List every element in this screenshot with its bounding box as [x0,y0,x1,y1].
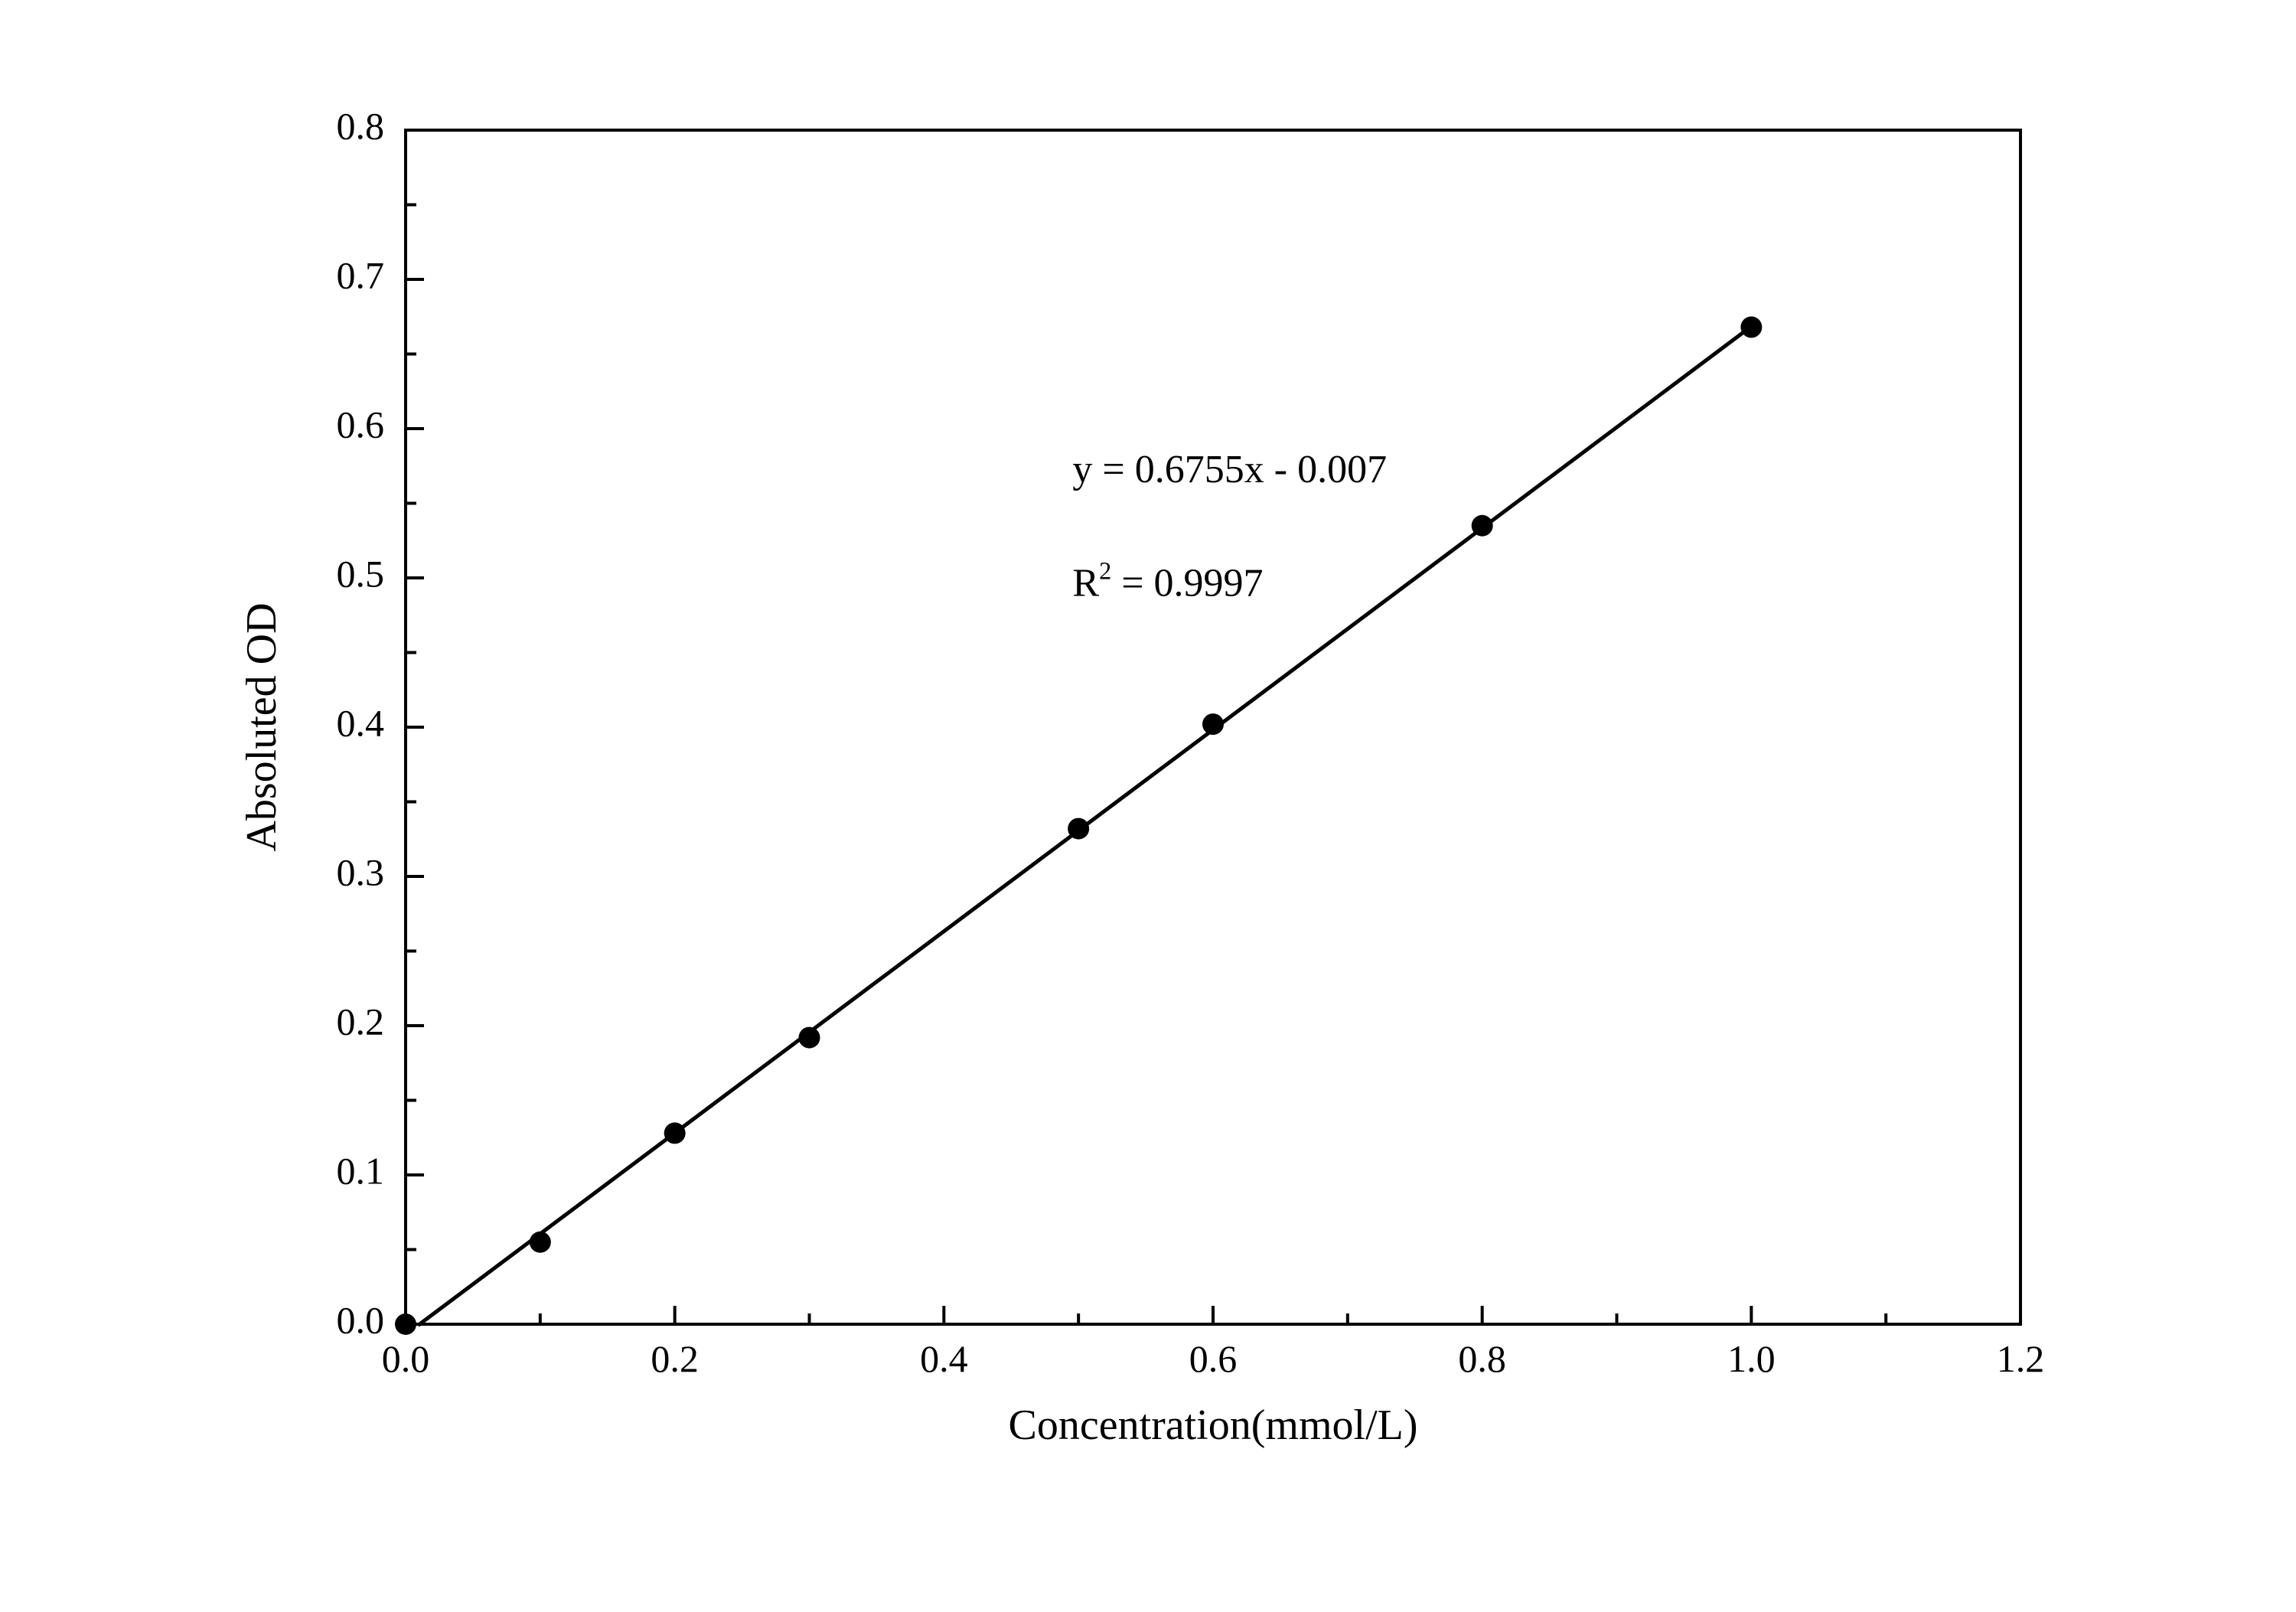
y-tick-label: 0.4 [337,701,385,744]
x-tick-label: 0.8 [1458,1337,1506,1380]
y-axis-label: Absoluted OD [238,602,285,851]
x-tick-label: 1.0 [1727,1337,1776,1380]
x-tick-label: 1.2 [1997,1337,2045,1380]
x-tick-label: 0.6 [1189,1337,1238,1380]
data-point [1068,818,1089,840]
y-tick-label: 0.2 [337,1000,385,1043]
y-tick-label: 0.6 [337,403,385,445]
chart-background [0,0,2296,1612]
x-tick-label: 0.4 [920,1337,968,1380]
x-tick-label: 0.2 [651,1337,699,1380]
calibration-chart: 0.0 0.2 0.4 0.6 0.8 1.0 1.2 0.0 0.1 0.2 0.3 0.4 0.5 0… [0,0,2296,1612]
y-tick-label: 0.3 [337,850,385,893]
chart-container: 0.0 0.2 0.4 0.6 0.8 1.0 1.2 0.0 0.1 0.2 0.3 0.4 0.5 0… [0,0,2296,1612]
y-tick-label: 0.7 [337,253,385,296]
data-point [664,1122,686,1144]
data-point [1740,316,1762,338]
y-tick-label: 0.1 [337,1149,385,1192]
x-axis-label: Concentration(mmol/L) [1009,1402,1418,1449]
y-tick-label: 0.0 [337,1298,385,1341]
data-point [799,1027,820,1049]
data-point [395,1313,416,1335]
y-tick-label: 0.8 [337,104,385,147]
y-tick-label: 0.5 [337,552,385,595]
data-point [1202,713,1224,735]
annotation-equation: y = 0.6755x - 0.007 [1072,448,1387,491]
data-point [530,1232,551,1253]
data-point [1472,515,1493,537]
x-tick-label: 0.0 [382,1337,430,1380]
